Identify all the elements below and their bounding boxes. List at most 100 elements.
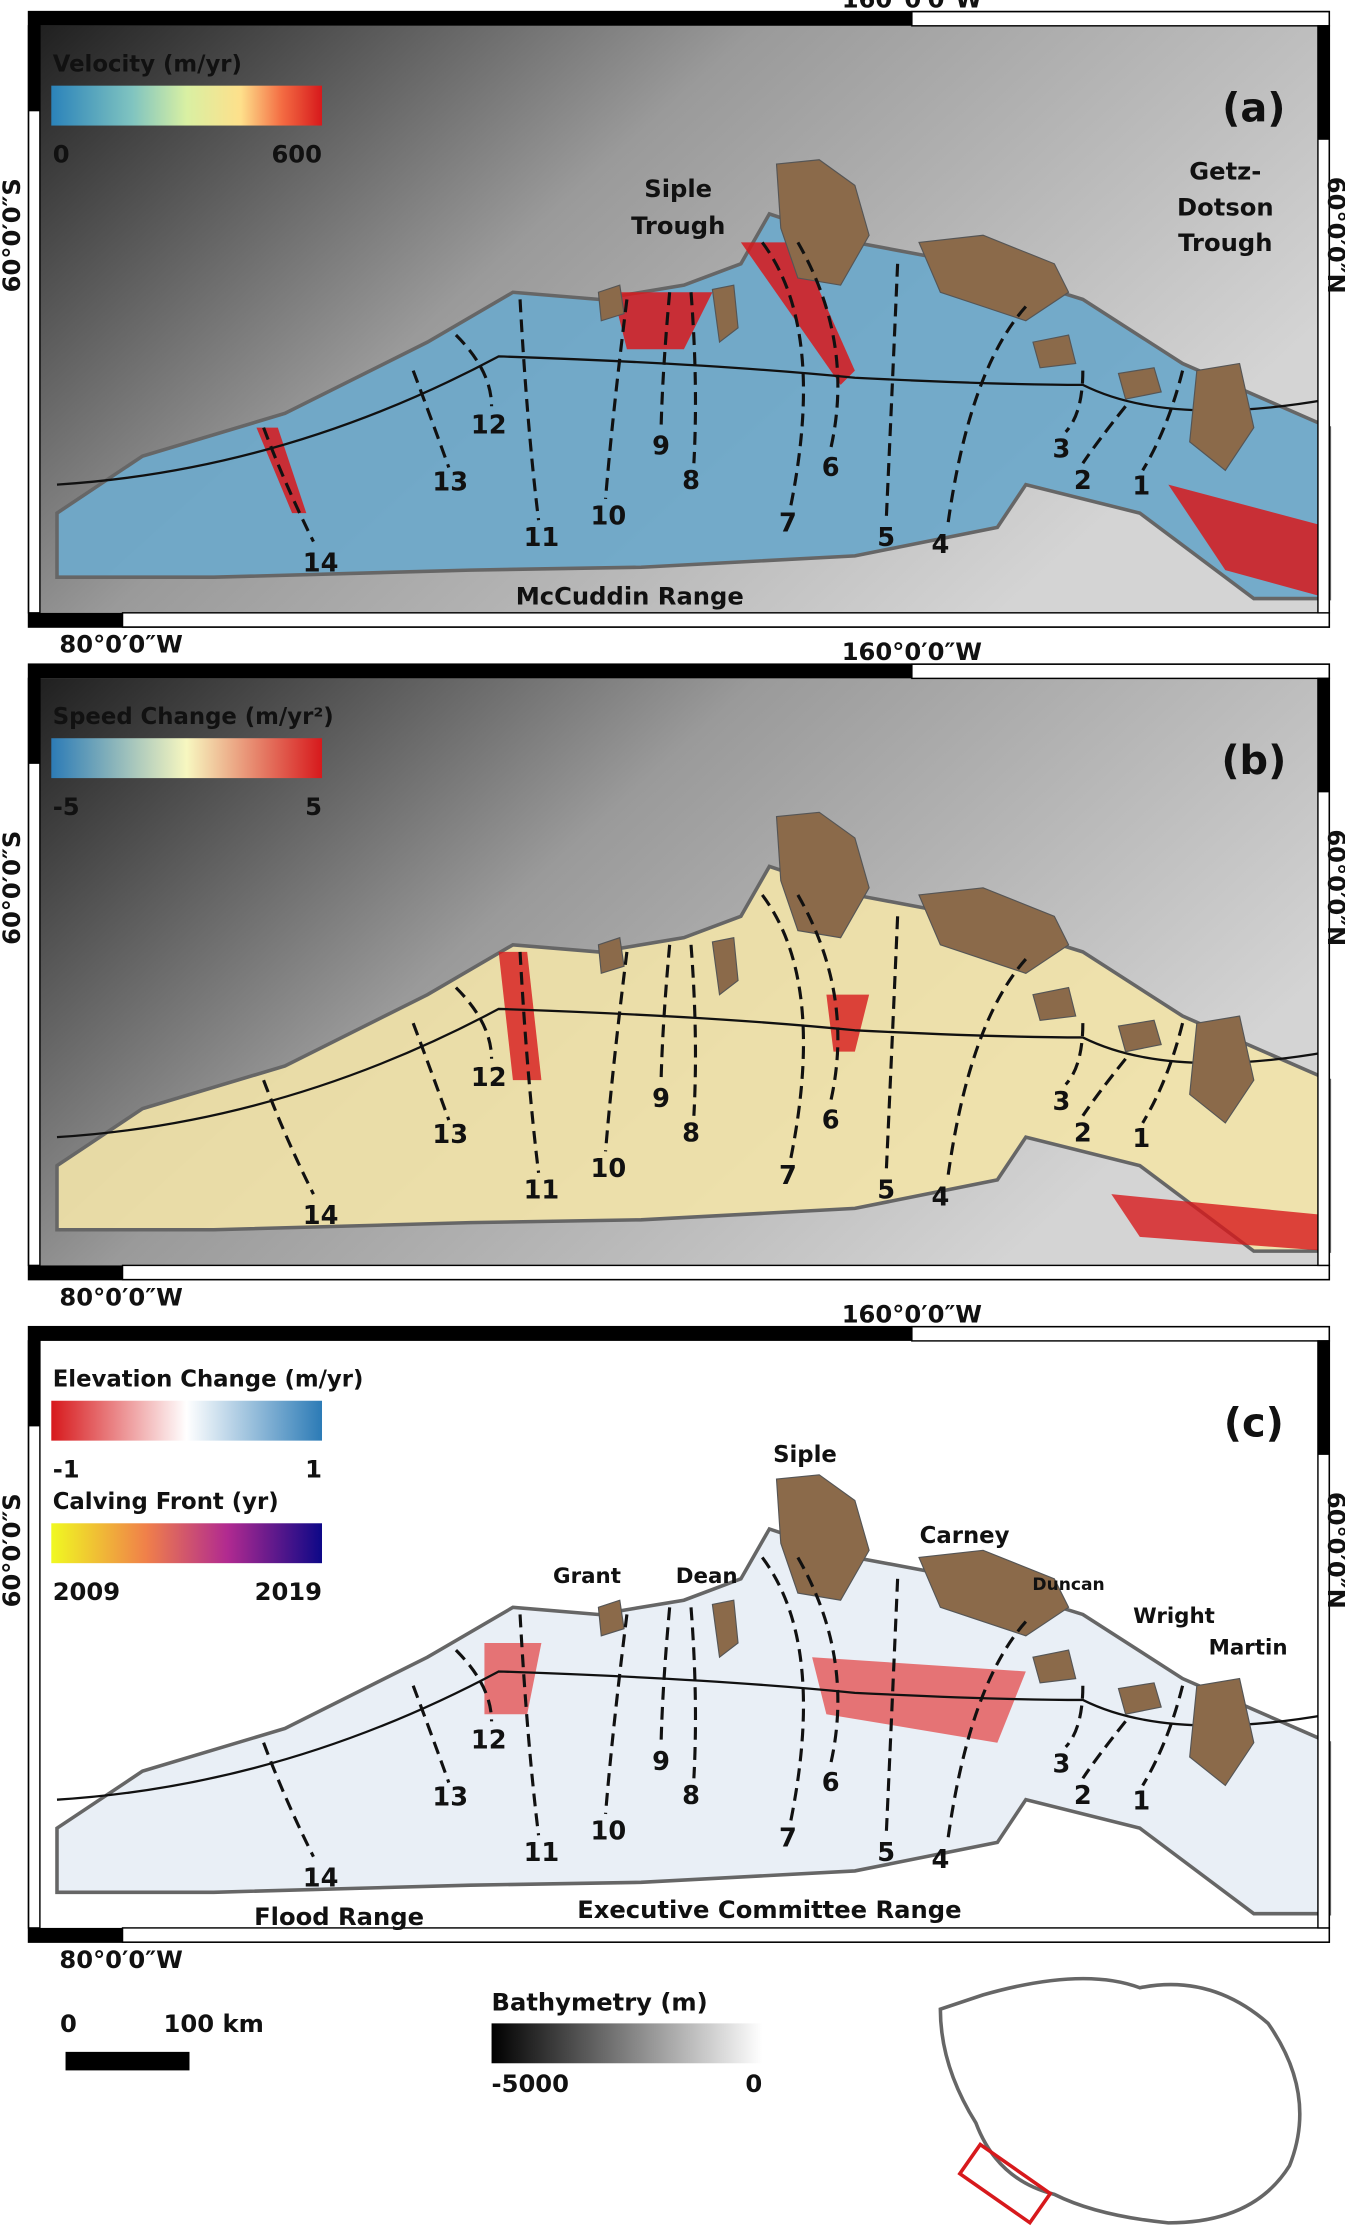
glacier-number: 1 <box>1132 1787 1150 1817</box>
place-name: Siple <box>644 175 712 203</box>
bathymetry-title: Bathymetry (m) <box>492 1989 708 2017</box>
glacier-number: 12 <box>471 1725 507 1755</box>
frame-left-black <box>28 25 40 112</box>
glacier-number: 7 <box>779 509 797 539</box>
fast-flow <box>740 242 855 385</box>
colorbar <box>51 85 323 126</box>
colorbar-max: 2019 <box>255 1578 322 1606</box>
glacier-number: 11 <box>524 1838 560 1868</box>
bathymetry-min: -5000 <box>492 2070 569 2098</box>
colorbar-min: 2009 <box>53 1578 120 1606</box>
speed-up <box>498 951 542 1081</box>
glacier-number: 1 <box>1132 472 1150 502</box>
graticule-label: 160°0′0″W <box>842 0 982 13</box>
graticule-label: 80°0′0″W <box>59 631 182 659</box>
colorbar-min: -5 <box>53 793 80 821</box>
map-panel: 160°0′0″W80°0′0″W60°0′0″S 60°0′0″N(c)1234… <box>0 1300 1345 1973</box>
graticule-label: 160°0′0″W <box>842 1300 982 1328</box>
glacier-number: 5 <box>877 1175 895 1205</box>
colorbar <box>51 1523 323 1564</box>
graticule-label: 60°0′0″S <box>0 831 26 945</box>
bathymetry-colorbar <box>491 2023 763 2064</box>
glacier-number: 4 <box>931 1183 949 1213</box>
map-panel: 160°0′0″W80°0′0″W60°0′0″S 60°0′0″N(b)1234… <box>0 638 1345 1311</box>
bathymetry-max: 0 <box>745 2070 762 2098</box>
colorbar-title: Elevation Change (m/yr) <box>53 1366 364 1392</box>
frame-bottom-white <box>121 1264 1331 1281</box>
panel-label: (b) <box>1221 738 1286 784</box>
place-name: Grant <box>553 1564 621 1589</box>
fast-flow <box>1168 484 1330 599</box>
study-area-box <box>957 2142 1053 2226</box>
frame-left <box>27 677 41 1267</box>
glacier-number: 1 <box>1132 1124 1150 1154</box>
glacier-number: 7 <box>779 1824 797 1854</box>
colorbar-max: 5 <box>305 793 322 821</box>
frame <box>27 10 1331 628</box>
glacier-number: 6 <box>822 1106 840 1136</box>
glacier-number: 9 <box>652 432 670 462</box>
place-name: Wright <box>1133 1604 1215 1629</box>
glacier-number: 3 <box>1053 1087 1071 1117</box>
glacier-number: 3 <box>1053 1750 1071 1780</box>
frame-bottom-white <box>121 612 1331 628</box>
colorbar-title: Velocity (m/yr) <box>53 51 242 77</box>
graticule-label: 60°0′0″S <box>0 178 26 292</box>
frame <box>27 663 1331 1281</box>
frame-right-black <box>1317 25 1330 140</box>
glacier-number: 3 <box>1053 435 1071 465</box>
frame-top-black <box>28 11 912 26</box>
panel-label: (a) <box>1222 85 1285 131</box>
glacier-number: 10 <box>591 1154 627 1184</box>
place-name: Carney <box>920 1523 1010 1549</box>
fast-flow <box>612 292 713 350</box>
place-name: Duncan <box>1032 1575 1104 1595</box>
place-name: Trough <box>1178 229 1272 257</box>
scale-end: 100 km <box>164 2010 264 2038</box>
colorbar-max: 600 <box>271 141 322 169</box>
glacier-number: 7 <box>779 1161 797 1191</box>
scale-start: 0 <box>60 2010 77 2038</box>
glacier-number: 6 <box>822 453 840 483</box>
glacier-number: 13 <box>432 467 468 497</box>
frame-top-black <box>28 1326 912 1341</box>
glacier-number: 5 <box>877 523 895 553</box>
glacier-number: 4 <box>931 530 949 560</box>
glacier-number: 10 <box>591 502 627 532</box>
scale-bar <box>65 2051 190 2071</box>
thinning <box>812 1657 1026 1743</box>
frame-top-white <box>911 663 1331 680</box>
place-name: Flood Range <box>254 1903 424 1931</box>
speed-up <box>1111 1194 1330 1252</box>
glacier-number: 14 <box>303 549 339 579</box>
frame-right-black <box>1317 678 1330 793</box>
place-name: Siple <box>773 1442 837 1468</box>
frame-left-black <box>28 678 40 764</box>
graticule-label: 60°0′0″N <box>1322 829 1345 946</box>
frame-left <box>27 1340 41 1929</box>
frame-bottom-black <box>28 1265 123 1280</box>
thinning <box>484 1642 542 1715</box>
frame <box>27 1325 1331 1943</box>
glacier-number: 13 <box>432 1120 468 1150</box>
glacier-number: 9 <box>652 1084 670 1114</box>
glacier-number: 14 <box>303 1201 339 1231</box>
place-name: McCuddin Range <box>516 582 744 610</box>
frame-left-black <box>28 1340 40 1427</box>
colorbar-max: 1 <box>305 1456 322 1484</box>
map-panel: 160°0′0″W80°0′0″W60°0′0″S60°0′0″N(a)1234… <box>0 0 1345 659</box>
graticule-label: 60°0′0″N <box>1322 1492 1345 1609</box>
frame-left <box>27 25 41 614</box>
place-name: Getz- <box>1189 158 1261 186</box>
frame-top-black <box>28 664 912 679</box>
glacier-number: 6 <box>822 1768 840 1798</box>
glacier-number: 14 <box>303 1864 339 1894</box>
glacier-number: 5 <box>877 1838 895 1868</box>
colorbar-min: -1 <box>53 1456 80 1484</box>
colorbar-title: Calving Front (yr) <box>53 1489 279 1515</box>
graticule-label: 80°0′0″W <box>59 1946 182 1974</box>
colorbar <box>51 738 323 779</box>
glacier-number: 13 <box>432 1782 468 1812</box>
glacier-number: 2 <box>1074 1781 1092 1811</box>
